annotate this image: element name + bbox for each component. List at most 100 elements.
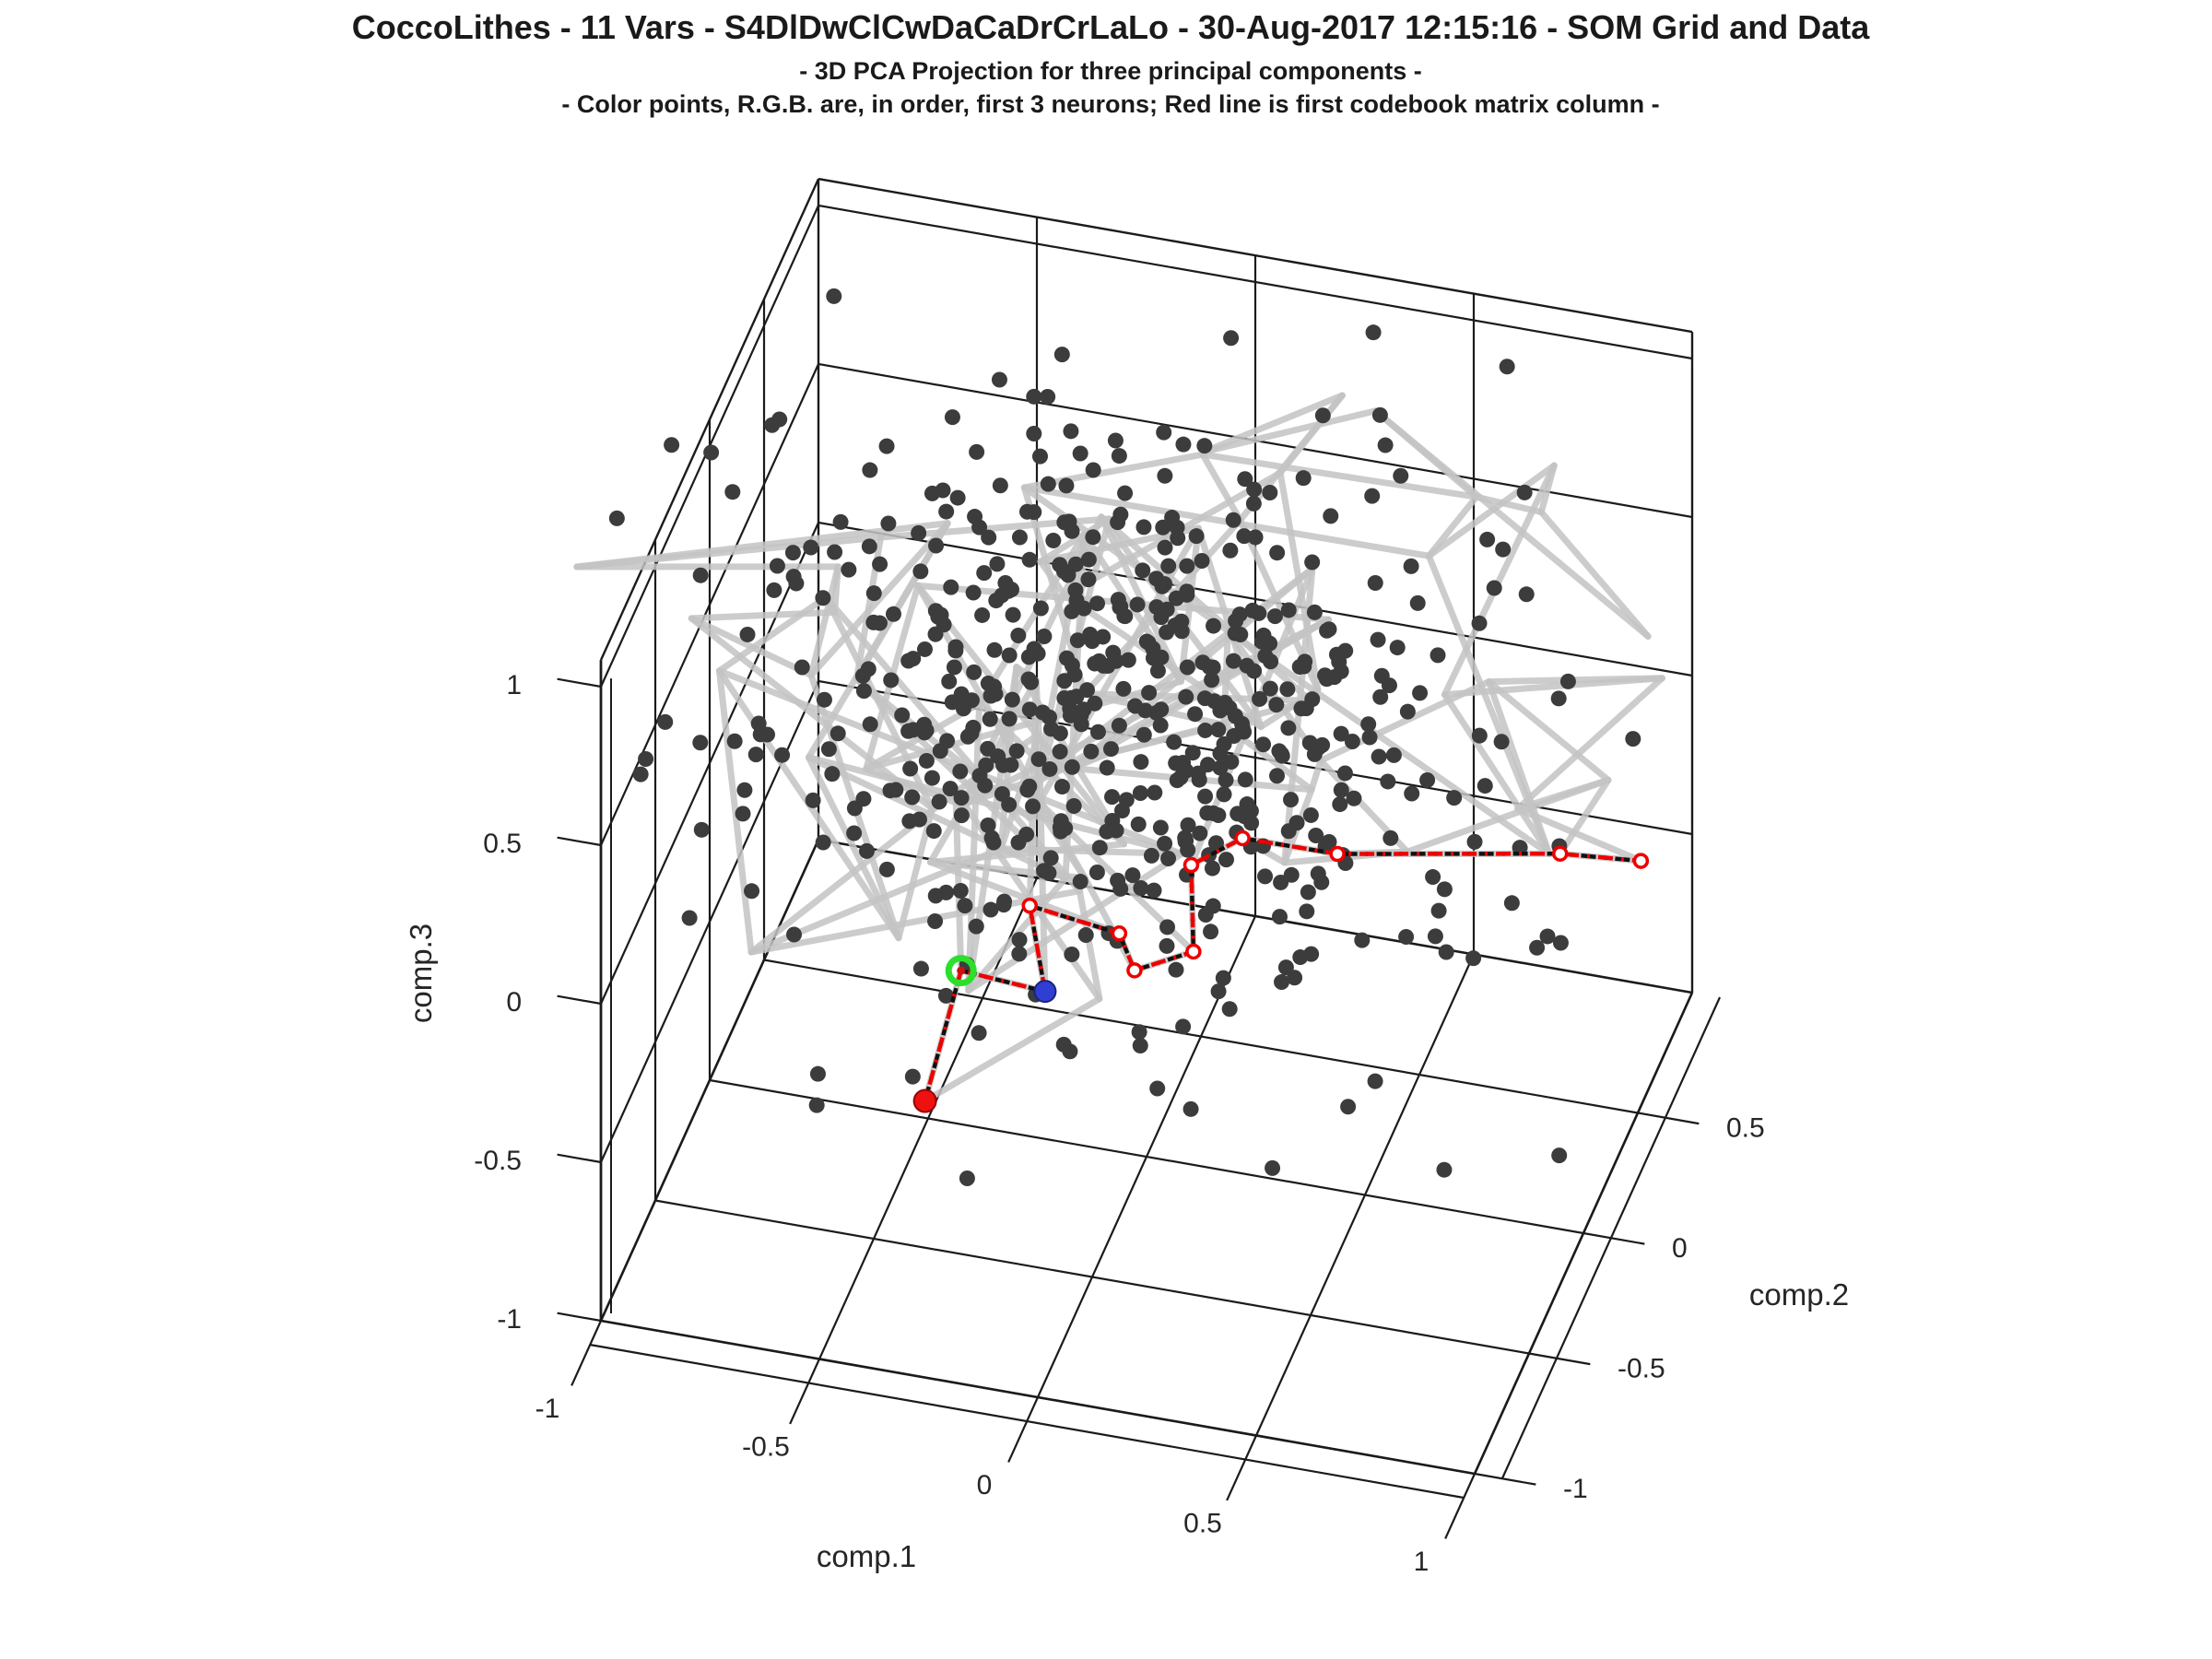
data-point (1018, 826, 1035, 842)
data-point (1168, 590, 1184, 606)
codebook-node-marker (1185, 943, 1202, 960)
data-point (1020, 649, 1037, 665)
z-tick-label: 0 (506, 987, 522, 1018)
data-point (1317, 667, 1334, 684)
mesh-edge (1201, 392, 1346, 455)
data-point (904, 789, 921, 806)
data-point-outlier (1365, 324, 1382, 341)
data-point (1077, 927, 1094, 944)
data-point (1113, 803, 1130, 819)
data-point (1393, 467, 1409, 484)
data-point (735, 806, 751, 822)
mesh-edge (1026, 531, 1088, 822)
data-point (1001, 647, 1018, 664)
mesh-edge (1372, 407, 1652, 640)
data-point (1346, 790, 1362, 806)
x-tick (1007, 1396, 1040, 1463)
data-point (1148, 599, 1165, 616)
data-point (872, 556, 888, 572)
z-tick-label: -1 (497, 1304, 522, 1335)
data-point (1099, 759, 1115, 776)
data-point (959, 728, 976, 745)
data-point (1060, 567, 1077, 583)
data-point (1477, 778, 1493, 794)
mesh-edge (1277, 392, 1346, 477)
data-point (1512, 840, 1528, 856)
data-point (982, 711, 998, 727)
data-point (1271, 743, 1288, 759)
y-tick (1583, 1231, 1645, 1245)
data-point (1425, 869, 1441, 886)
data-point (1026, 388, 1042, 405)
data-point (1135, 519, 1152, 535)
data-point (1236, 724, 1253, 740)
data-point (1323, 508, 1339, 524)
data-point (1430, 902, 1447, 919)
data-point (986, 641, 1003, 658)
data-point (638, 750, 654, 767)
data-point (900, 653, 917, 669)
data-point (1146, 882, 1162, 899)
data-point (1042, 850, 1059, 866)
codebook-node-marker (1551, 845, 1569, 862)
data-point (1539, 928, 1556, 945)
data-point (949, 489, 966, 506)
data-point (830, 725, 846, 742)
data-point (902, 760, 919, 777)
data-point (894, 707, 911, 724)
mesh-edge (1037, 515, 1112, 565)
mesh-edge (715, 594, 830, 675)
data-point (952, 883, 969, 900)
data-point (878, 861, 895, 877)
wall-x-grid-z (599, 363, 820, 846)
data-point (1005, 606, 1021, 623)
codebook-node-marker (1111, 925, 1128, 942)
data-point (820, 741, 837, 758)
data-point (1364, 488, 1381, 504)
mesh-edge (1537, 509, 1652, 640)
mesh-edge (926, 841, 1128, 865)
data-point (1382, 830, 1399, 846)
data-point (1021, 778, 1038, 794)
data-point (1295, 470, 1312, 487)
data-point (1236, 808, 1253, 825)
data-point (1140, 634, 1157, 651)
mesh-edge (805, 754, 902, 942)
data-point (1265, 1159, 1281, 1176)
data-point (1178, 688, 1194, 705)
data-point (1283, 866, 1300, 883)
data-point (1216, 786, 1232, 803)
mesh-edge (1199, 451, 1244, 524)
neuron-red-marker (912, 1088, 937, 1113)
data-point (1110, 514, 1126, 531)
data-point (632, 766, 649, 782)
data-point (1133, 880, 1149, 897)
data-point (969, 443, 985, 460)
data-point (1021, 701, 1038, 718)
data-point (1274, 974, 1290, 991)
data-point (1172, 770, 1189, 786)
data-point (953, 790, 970, 806)
data-point (1354, 932, 1371, 948)
scatter-points (608, 288, 1641, 1186)
data-point (971, 519, 988, 535)
axis-box (557, 177, 1722, 1539)
data-point (1115, 680, 1132, 697)
data-point (1067, 582, 1084, 598)
data-point (1147, 784, 1163, 801)
data-point (1179, 659, 1195, 676)
data-point (1200, 757, 1217, 773)
data-point (739, 626, 756, 642)
data-point (971, 768, 988, 784)
codebook-node-marker (1126, 962, 1143, 979)
data-point (946, 659, 962, 676)
data-point (1308, 827, 1324, 843)
data-point (1215, 970, 1231, 986)
data-point (1130, 816, 1147, 832)
data-point (858, 842, 875, 859)
data-point (1111, 717, 1127, 734)
data-point (1152, 819, 1169, 836)
data-point (1550, 690, 1567, 707)
data-point (932, 743, 948, 759)
data-point (995, 757, 1012, 773)
